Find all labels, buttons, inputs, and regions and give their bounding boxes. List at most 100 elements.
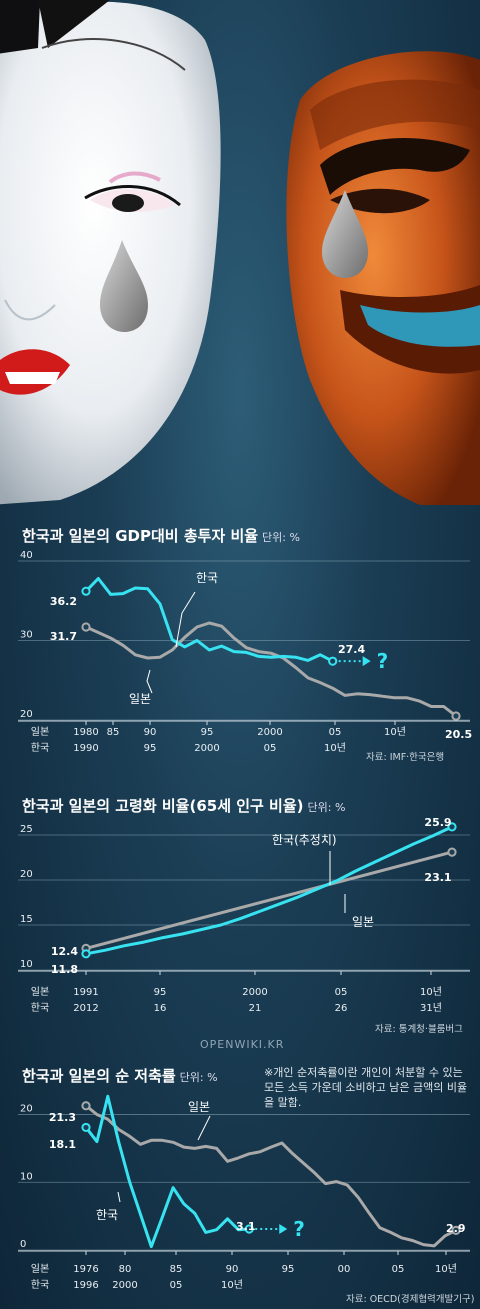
arrow-head-icon <box>279 1224 288 1235</box>
korea-end-value: 27.4 <box>338 643 365 656</box>
japan-series-line <box>84 621 458 718</box>
korea-series-label: 한국(추정치) <box>272 833 337 847</box>
x-row-label: 한국 <box>31 1279 49 1291</box>
japan-series-label: 일본 <box>188 1100 210 1114</box>
y-tick-label: 20 <box>20 869 33 880</box>
japan-point <box>447 847 457 857</box>
x-row-label: 한국 <box>31 1002 49 1014</box>
x-tick-label: 1996 <box>73 1280 98 1291</box>
hero-illustration <box>0 0 480 505</box>
korea-end-value: 3.1 <box>236 1220 256 1233</box>
y-tick-label: 40 <box>20 550 33 561</box>
question-mark: ? <box>293 1217 305 1241</box>
x-tick-label: 21 <box>249 1003 262 1014</box>
korea-series-label: 한국 <box>96 1208 118 1222</box>
japan-series-line <box>84 850 454 950</box>
x-tick-label: 05 <box>170 1280 183 1291</box>
x-row-label: 한국 <box>31 742 49 754</box>
noh-mask <box>0 0 221 505</box>
japan-leader-line <box>146 669 153 694</box>
x-tick-label: 80 <box>119 1264 132 1275</box>
x-tick-label: 31년 <box>420 1002 442 1014</box>
korea-point <box>328 656 338 666</box>
x-tick-label: 90 <box>144 727 157 738</box>
korea-point <box>244 1224 254 1234</box>
x-tick-label: 1990 <box>73 743 98 754</box>
korea-series-line <box>84 825 454 956</box>
chart-source: 자료: 통계청·블룸버그 <box>375 1024 463 1035</box>
x-tick-label: 1980 <box>73 727 98 738</box>
japan-series-label: 일본 <box>352 915 374 929</box>
korea-start-value: 18.1 <box>49 1138 76 1151</box>
chart-net-saving: 한국과 일본의 순 저축률 단위: % ※개인 순저축률이란 개인이 처분할 수 … <box>0 1045 480 1309</box>
korea-point <box>447 822 457 832</box>
x-tick-label: 26 <box>335 1003 348 1014</box>
x-tick-label: 1991 <box>73 987 98 998</box>
chart-aging-ratio: 한국과 일본의 고령화 비율(65세 인구 비율) 단위: % 10 15 20 25 일… <box>0 775 480 1045</box>
y-tick-label: 10 <box>20 959 33 970</box>
x-tick-label: 95 <box>144 743 157 754</box>
y-tick-label: 20 <box>20 709 33 720</box>
x-row-label: 일본 <box>31 726 49 738</box>
korea-series-line <box>84 577 335 663</box>
korea-point <box>81 1122 91 1133</box>
x-row-label: 일본 <box>31 1263 49 1275</box>
chart-title: 한국과 일본의 순 저축률 단위: % <box>22 1067 218 1085</box>
hahoe-mask <box>286 51 480 505</box>
japan-point <box>451 711 461 721</box>
x-tick-label: 2000 <box>242 987 267 998</box>
japan-start-value: 21.3 <box>49 1111 76 1124</box>
y-tick-label: 10 <box>20 1171 33 1182</box>
x-tick-label: 2000 <box>112 1280 137 1291</box>
x-tick-label: 10년 <box>221 1279 243 1291</box>
x-tick-label: 2000 <box>194 743 219 754</box>
korea-end-value: 25.9 <box>424 816 451 829</box>
x-tick-label: 90 <box>226 1264 239 1275</box>
korea-series-line <box>84 1094 251 1249</box>
x-tick-label: 85 <box>107 727 120 738</box>
japan-start-value: 12.4 <box>51 945 78 958</box>
x-tick-label: 10년 <box>324 742 346 754</box>
x-tick-label: 10년 <box>384 726 406 738</box>
arrow-head-icon <box>362 656 371 667</box>
x-tick-label: 1976 <box>73 1264 98 1275</box>
japan-series-line <box>84 1104 458 1248</box>
japan-start-value: 31.7 <box>50 630 77 643</box>
noh-tear-icon <box>100 240 148 332</box>
japan-end-value: 2.9 <box>446 1222 466 1235</box>
chart-source: 자료: IMF·한국은행 <box>366 752 445 763</box>
korea-leader-line <box>117 1191 121 1203</box>
watermark: OPENWIKI.KR <box>200 1038 285 1051</box>
x-tick-label: 95 <box>282 1264 295 1275</box>
japan-end-value: 23.1 <box>424 871 451 884</box>
y-tick-label: 20 <box>20 1104 33 1115</box>
x-tick-label: 05 <box>392 1264 405 1275</box>
korea-point <box>81 949 91 959</box>
x-tick-label: 00 <box>338 1264 351 1275</box>
x-tick-label: 05 <box>264 743 277 754</box>
x-tick-label: 10년 <box>420 986 442 998</box>
japan-point <box>451 1225 461 1235</box>
chart-source: 자료: OECD(경제협력개발기구) <box>346 1294 475 1305</box>
korea-start-value: 11.8 <box>51 963 78 976</box>
korea-point <box>81 586 91 596</box>
x-tick-label: 10년 <box>435 1263 457 1275</box>
japan-end-value: 20.5 <box>445 728 472 741</box>
chart-title: 한국과 일본의 고령화 비율(65세 인구 비율) 단위: % <box>22 797 346 815</box>
x-tick-label: 95 <box>154 987 167 998</box>
x-tick-label: 95 <box>201 727 214 738</box>
korea-start-value: 36.2 <box>50 595 77 608</box>
korea-series-label: 한국 <box>196 571 218 585</box>
x-row-label: 일본 <box>31 986 49 998</box>
y-tick-label: 15 <box>20 914 33 925</box>
korea-leader-line <box>175 591 196 648</box>
x-tick-label: 05 <box>335 987 348 998</box>
hahoe-tear-icon <box>322 190 368 278</box>
question-mark: ? <box>377 649 389 673</box>
japan-leader-line <box>197 1115 211 1141</box>
chart-gdp-investment: 한국과 일본의 GDP대비 총투자 비율 단위: % 20 30 40 일본 1980 85… <box>0 505 480 775</box>
x-tick-label: 2000 <box>257 727 282 738</box>
